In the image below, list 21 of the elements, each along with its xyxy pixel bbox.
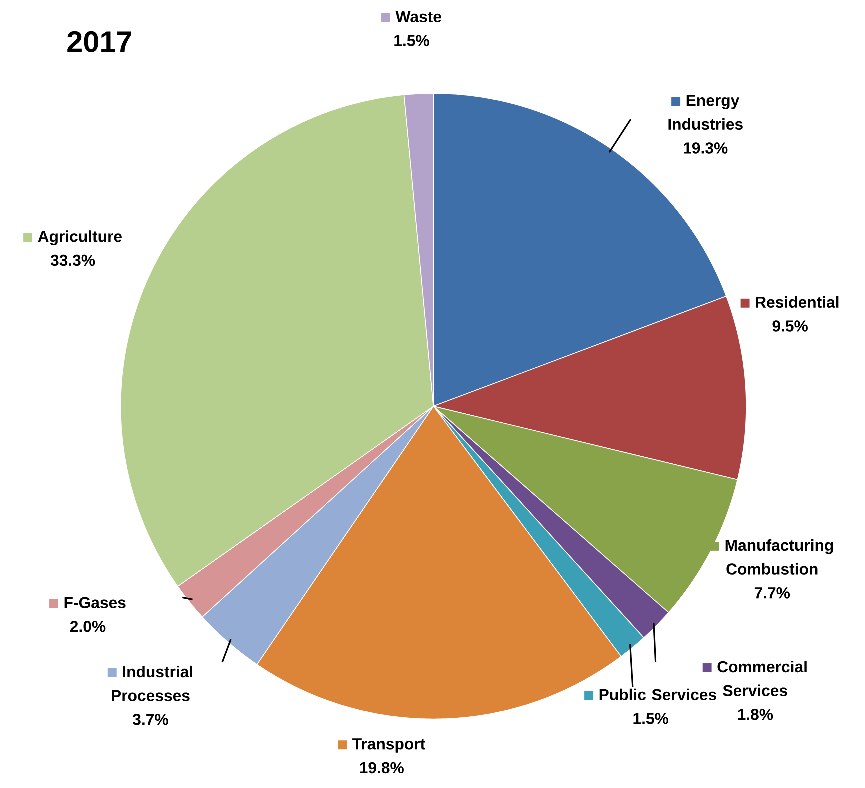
text: 2017	[68, 31, 132, 52]
data-label: 1.5%	[394, 35, 430, 46]
legend-label: Residential	[756, 296, 839, 308]
legend-label: Transport	[352, 738, 426, 753]
data-label: 7.7%	[754, 588, 790, 599]
legend-label: Energy Industries	[668, 95, 743, 130]
data-label: 3.7%	[133, 714, 168, 726]
data-label: 33.3%	[50, 254, 96, 266]
legend-label: Commercial Services	[718, 660, 807, 696]
data-label: 19.3%	[684, 142, 728, 154]
legend-label: Industrial Processes	[112, 666, 192, 702]
data-label: 9.5%	[772, 320, 808, 332]
legend-label: F-Gases	[64, 597, 126, 608]
legend-label: Manufacturing Combustion	[726, 539, 834, 575]
data-label: 1.5%	[634, 713, 668, 724]
data-label: 1.8%	[738, 709, 774, 720]
data-label: 2.0%	[70, 621, 106, 632]
data-label: 19.8%	[360, 762, 404, 774]
legend-label: Waste	[396, 11, 442, 23]
legend-label: Agriculture	[38, 230, 122, 246]
legend-label: Public Services	[600, 688, 716, 701]
